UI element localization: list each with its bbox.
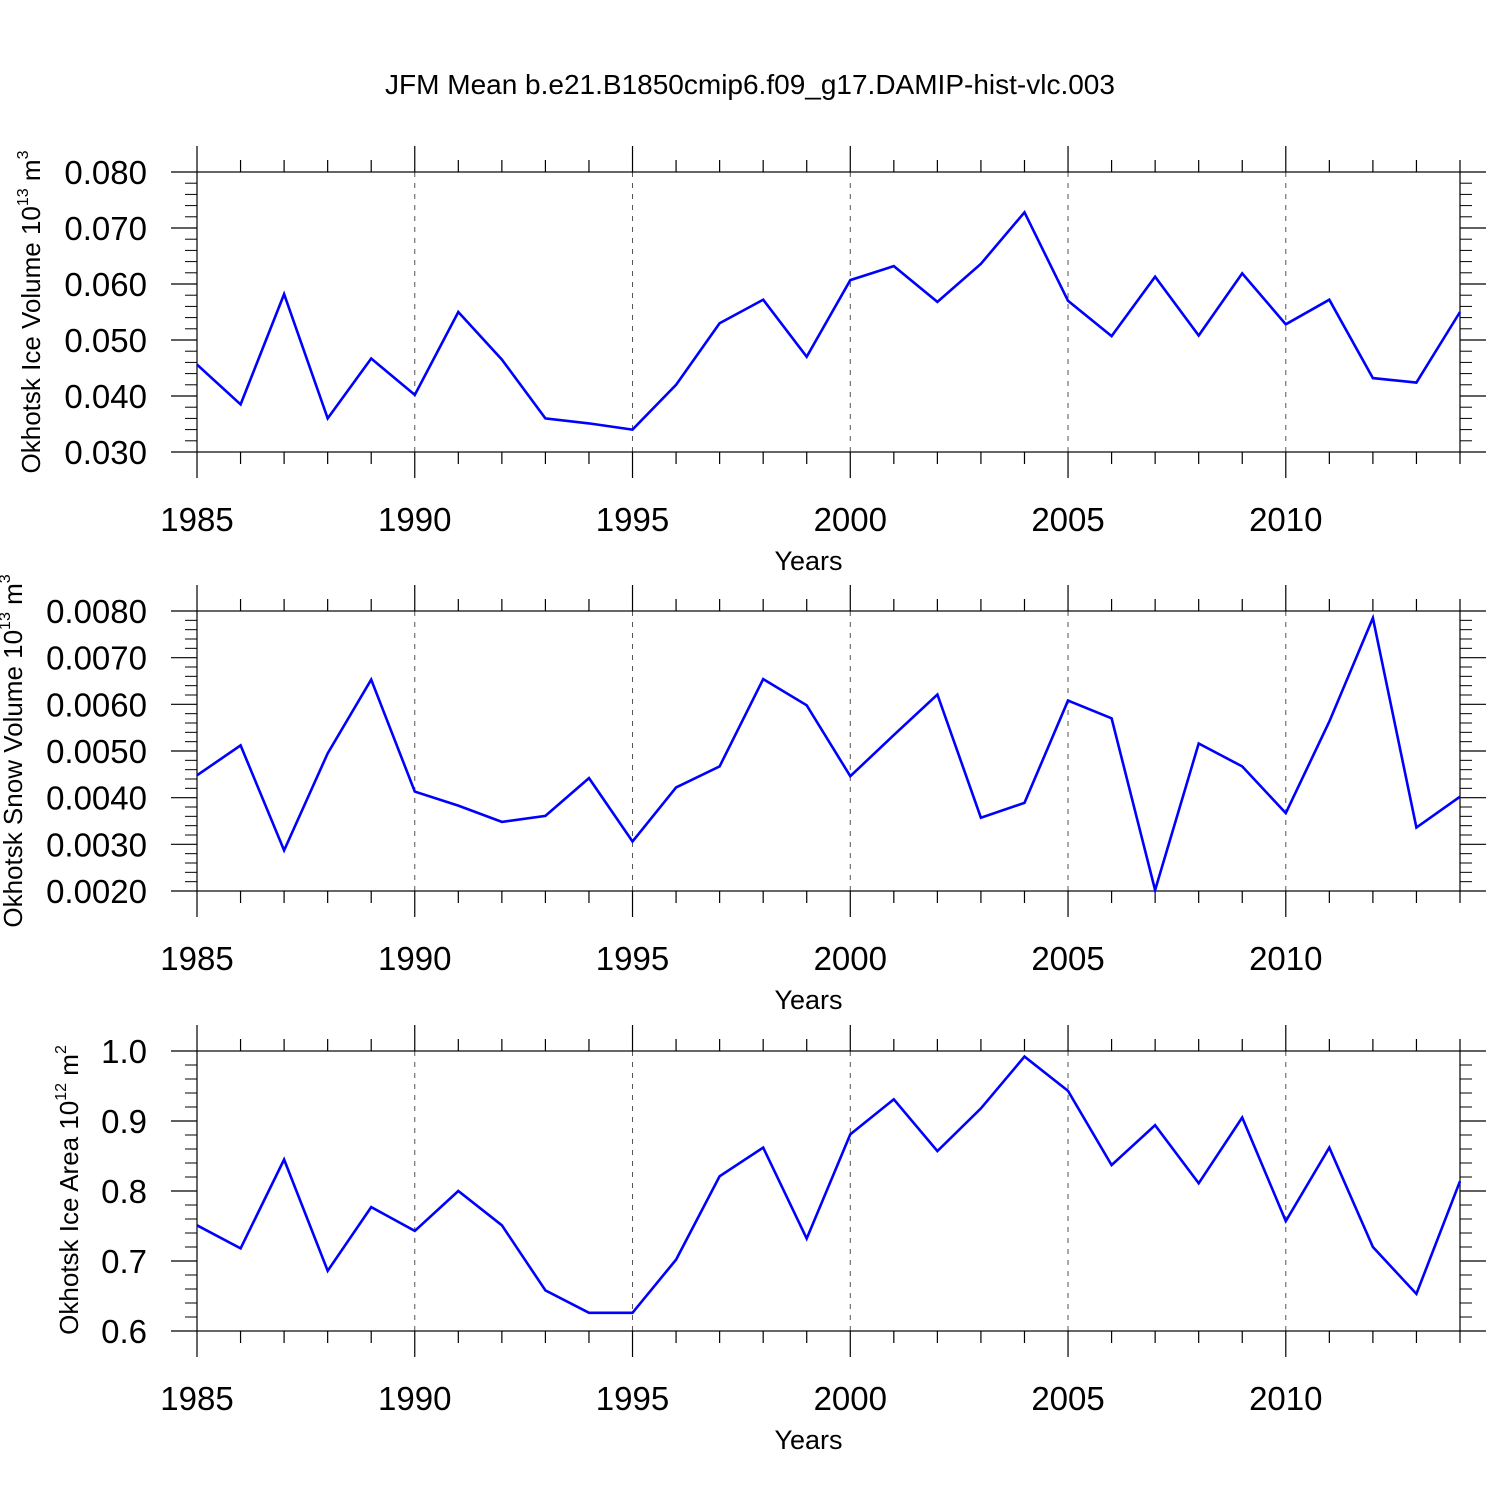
y-axis-label-unit: m [0, 583, 28, 612]
x-tick-label: 1990 [378, 1380, 451, 1417]
y-axis-label-unit-exponent: 3 [15, 150, 32, 159]
x-tick-label: 2000 [814, 940, 887, 977]
x-tick-label: 1985 [160, 940, 233, 977]
data-series-line [196, 1054, 1462, 1315]
y-axis-label-unit-exponent: 3 [0, 574, 14, 583]
x-tick-label: 1995 [596, 940, 669, 977]
y-tick-label: 0.070 [64, 210, 147, 247]
x-axis-label: Years [774, 985, 842, 1015]
figure-title: JFM Mean b.e21.B1850cmip6.f09_g17.DAMIP-… [385, 69, 1115, 100]
y-axis-label-unit-exponent: 2 [53, 1045, 70, 1054]
x-tick-label: 1985 [160, 1380, 233, 1417]
x-tick-label: 2005 [1031, 501, 1104, 538]
y-axis-label-unit: m [16, 159, 46, 188]
y-tick-label: 0.040 [64, 378, 147, 415]
x-tick-label: 2000 [814, 501, 887, 538]
y-tick-label: 0.0020 [46, 873, 147, 910]
ice-volume-panel: 0.030 0.040 0.050 0.060 0.070 0.080 1985 1990 19… [15, 146, 1486, 576]
x-tick-label: 2010 [1249, 1380, 1322, 1417]
x-tick-label: 2010 [1249, 501, 1322, 538]
data-series-line [196, 613, 1461, 895]
y-tick-label: 0.6 [101, 1313, 147, 1350]
x-tick-label: 1990 [378, 501, 451, 538]
x-tick-label: 1985 [160, 501, 233, 538]
y-axis-label: Okhotsk Ice Area 1012 m2 [53, 1045, 84, 1335]
y-tick-label: 0.060 [64, 266, 147, 303]
y-tick-label: 0.030 [64, 434, 147, 471]
x-axis-label: Years [774, 546, 842, 576]
y-tick-label: 0.7 [101, 1243, 147, 1280]
data-series-line [196, 209, 1462, 431]
y-tick-label: 0.0080 [46, 593, 147, 630]
y-tick-label: 0.9 [101, 1103, 147, 1140]
y-tick-label: 0.080 [64, 154, 147, 191]
x-tick-label: 2005 [1031, 940, 1104, 977]
y-axis-label-exponent: 13 [0, 612, 14, 630]
plot-frame [196, 610, 1461, 892]
plot-frame [196, 171, 1461, 453]
y-tick-label: 0.8 [101, 1173, 147, 1210]
y-tick-label: 0.0050 [46, 733, 147, 770]
y-axis-label: Okhotsk Ice Volume 1013 m3 [15, 150, 46, 473]
x-tick-label: 2005 [1031, 1380, 1104, 1417]
y-axis-label-text: Okhotsk Ice Volume 10 [16, 206, 46, 473]
y-tick-label: 0.0070 [46, 640, 147, 677]
x-tick-label: 2010 [1249, 940, 1322, 977]
snow-volume-panel: 0.0020 0.0030 0.0040 0.0050 0.0060 0.0070 0.00… [0, 574, 1486, 1015]
y-axis-label-unit: m [54, 1054, 84, 1083]
y-axis-label-exponent: 13 [15, 188, 32, 206]
x-tick-label: 2000 [814, 1380, 887, 1417]
y-tick-label: 0.0060 [46, 686, 147, 723]
x-tick-label: 1995 [596, 501, 669, 538]
x-tick-label: 1990 [378, 940, 451, 977]
y-axis-label-exponent: 12 [53, 1083, 70, 1101]
y-tick-label: 0.0040 [46, 780, 147, 817]
y-axis-label: Okhotsk Snow Volume 1013 m3 [0, 574, 28, 927]
plot-frame [196, 1050, 1461, 1332]
y-axis-label-text: Okhotsk Snow Volume 10 [0, 630, 28, 928]
y-axis-label-text: Okhotsk Ice Area 10 [54, 1101, 84, 1335]
y-tick-label: 0.0030 [46, 826, 147, 863]
x-axis-label: Years [774, 1425, 842, 1455]
x-tick-label: 1995 [596, 1380, 669, 1417]
ice-area-panel: 0.6 0.7 0.8 0.9 1.0 1985 1990 1995 2000 2005 2010 Y… [53, 1025, 1486, 1455]
y-tick-label: 1.0 [101, 1033, 147, 1070]
y-tick-label: 0.050 [64, 322, 147, 359]
